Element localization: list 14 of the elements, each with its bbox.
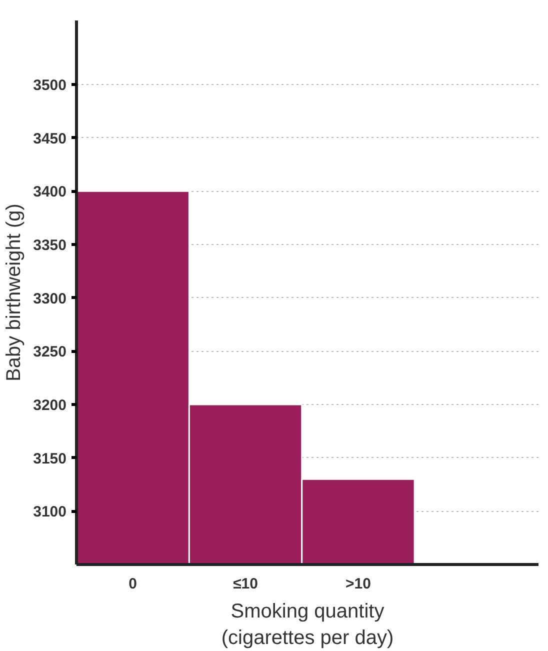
x-axis-title: Smoking quantity (cigarettes per day)	[221, 600, 394, 649]
y-tick-label: 3100	[33, 504, 67, 521]
y-tick-label: 3200	[33, 397, 67, 414]
y-tick-label: 3500	[33, 77, 67, 94]
x-tick-label: 0	[128, 576, 138, 592]
y-tick-label: 3300	[33, 290, 67, 308]
y-tick-label: 3450	[33, 130, 67, 148]
y-tick-label: 3150	[33, 450, 67, 468]
x-tick-label: >10	[345, 576, 371, 592]
y-axis-title: Baby birthweight (g)	[3, 204, 26, 382]
y-tick-label: 3250	[33, 344, 67, 361]
y-tick-label: 3400	[33, 184, 67, 201]
x-tick-label: ≤10	[233, 576, 258, 592]
y-tick-label: 3350	[33, 237, 67, 254]
